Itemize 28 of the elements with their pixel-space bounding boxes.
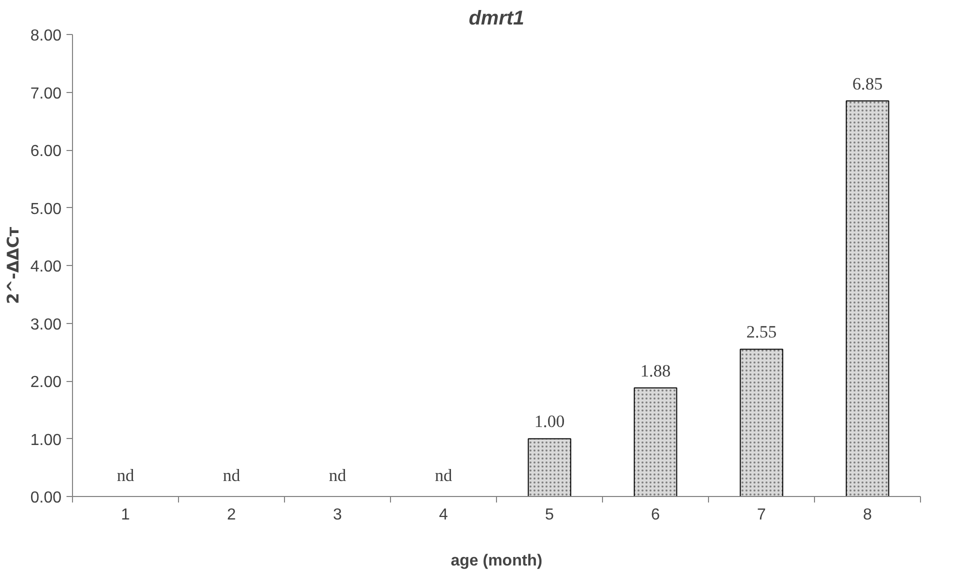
x-axis-title: age (month) xyxy=(450,552,542,570)
y-axis-title: 2^-ΔΔCᴛ xyxy=(3,226,22,304)
x-tick-label: 4 xyxy=(439,506,448,524)
x-tick-label: 3 xyxy=(333,506,342,524)
x-tick-label: 8 xyxy=(863,506,872,524)
data-label: 1.88 xyxy=(640,361,671,380)
y-tick-label: 0.00 xyxy=(30,490,62,506)
y-tick-label: 5.00 xyxy=(30,200,62,218)
y-tick-label: 2.00 xyxy=(30,374,62,391)
x-tick-label: 5 xyxy=(545,506,554,524)
y-tick-label: 6.00 xyxy=(30,143,62,160)
x-tick-label: 1 xyxy=(121,506,130,524)
text: nd xyxy=(116,466,134,485)
y-tick-label: 7.00 xyxy=(30,85,62,102)
data-label: 6.85 xyxy=(852,74,883,94)
y-tick-label: 4.00 xyxy=(30,258,62,276)
x-tick-label: 7 xyxy=(757,506,766,524)
x-tick-label: 6 xyxy=(651,506,660,524)
y-tick-label: 1.00 xyxy=(30,432,62,449)
y-tick-label: 3.00 xyxy=(30,316,62,334)
y-tick-label: 8.00 xyxy=(30,28,62,44)
x-tick-label: 2 xyxy=(227,506,236,524)
data-label: 1.00 xyxy=(534,412,565,432)
text: nd xyxy=(222,466,240,485)
data-label: 2.55 xyxy=(746,322,777,342)
text: nd xyxy=(328,466,346,485)
chart-title: dmrt1 xyxy=(468,8,524,30)
text: nd xyxy=(434,466,452,485)
